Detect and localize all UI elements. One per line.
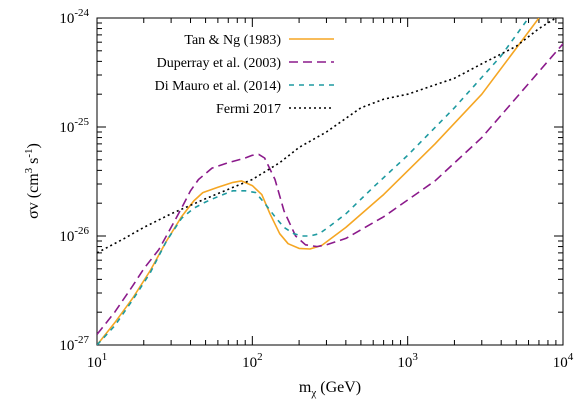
legend-label-3: Fermi 2017 (216, 102, 281, 117)
y-tick-label-1: 10-26 (59, 225, 89, 245)
x-tick-label-base-2: 10 (397, 355, 412, 371)
x-axis-label-base: m (299, 379, 312, 396)
y-axis-label-sup1: 3 (23, 167, 35, 173)
y-tick-label-exp-1: -26 (74, 225, 89, 237)
x-axis-label-sub: χ (310, 387, 316, 399)
x-tick-label-1: 102 (242, 351, 262, 371)
x-tick-label-exp-1: 2 (257, 351, 263, 363)
legend: Tan & Ng (1983) Duperray et al. (2003) D… (155, 33, 334, 117)
x-tick-label-exp-3: 4 (568, 351, 574, 363)
y-tick-label-exp-2: -25 (74, 116, 89, 128)
x-tick-label-base-1: 10 (242, 355, 257, 371)
y-tick-label-base-0: 10 (59, 338, 74, 354)
y-tick-label-0: 10-27 (59, 334, 89, 354)
y-tick-label-exp-3: -24 (74, 7, 89, 19)
y-tick-label-exp-0: -27 (74, 334, 89, 346)
plot-frame (96, 17, 564, 346)
y-axis-label-mid: s (25, 158, 42, 168)
y-tick-label-base-2: 10 (59, 120, 74, 136)
x-axis-label-rest: (GeV) (316, 379, 361, 396)
x-tick-label-base-3: 10 (553, 355, 568, 371)
x-tick-label-base-0: 10 (87, 355, 102, 371)
x-axis-label: mχ (GeV) (299, 379, 361, 399)
y-axis-label-pre: σv (cm (25, 173, 42, 219)
series-line-2 (97, 18, 530, 345)
x-tick-label-exp-0: 1 (102, 351, 108, 363)
y-tick-label-base-1: 10 (59, 229, 74, 245)
x-tick-label-2: 103 (397, 351, 418, 371)
y-tick-label-2: 10-25 (59, 116, 89, 136)
y-axis-label-sup2: -1 (23, 148, 35, 157)
series-line-3 (97, 18, 557, 254)
series-layer (97, 18, 563, 345)
y-tick-label-base-3: 10 (59, 11, 74, 27)
y-axis-label-post: ) (25, 143, 42, 148)
legend-label-0: Tan & Ng (1983) (184, 33, 281, 48)
series-line-1 (97, 43, 563, 335)
y-tick-label-3: 10-24 (59, 7, 89, 27)
x-tick-label-3: 104 (553, 351, 574, 371)
legend-label-1: Duperray et al. (2003) (157, 56, 282, 71)
legend-label-2: Di Mauro et al. (2014) (155, 79, 282, 94)
x-tick-label-exp-2: 3 (412, 351, 418, 363)
x-tick-label-0: 101 (87, 351, 108, 371)
y-axis-label: σv (cm3 s-1) (23, 143, 42, 219)
